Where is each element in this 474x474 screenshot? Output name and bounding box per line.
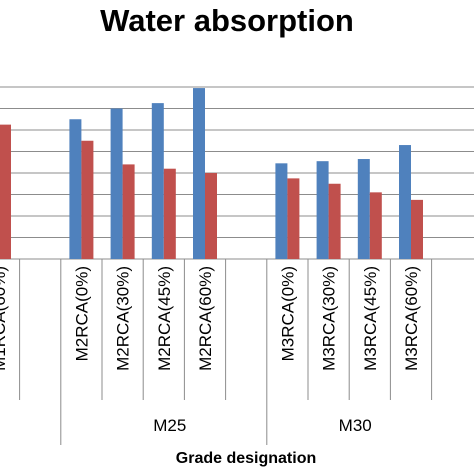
x-tick-label: M2RCA(0%) (72, 266, 91, 361)
bar-series-1-M3RCA(45%) (357, 159, 370, 259)
bar-series-2-M1RCA(60%) (0, 124, 11, 259)
group-label: M25 (153, 416, 186, 435)
bar-series-1-M2RCA(45%) (151, 103, 164, 259)
x-tick-label: M3RCA(0%) (278, 266, 297, 361)
x-tick-labels: M1RCA(60%) M2RCA(0%) M2RCA(30%) M2RCA(45%) M… (0, 266, 421, 371)
group-label: M30 (339, 416, 372, 435)
bar-series-2-M2RCA(30%) (122, 164, 135, 259)
x-tick-label: M2RCA(30%) (114, 266, 133, 371)
bars (0, 88, 423, 259)
bar-series-1-M2RCA(0%) (69, 119, 82, 259)
x-tick-label: M1RCA(60%) (0, 266, 9, 371)
bar-series-1-M3RCA(30%) (316, 161, 329, 259)
bar-series-1-M2RCA(60%) (193, 88, 205, 259)
x-tick-label: M3RCA(30%) (320, 266, 339, 371)
bar-series-1-M3RCA(0%) (275, 163, 288, 259)
x-tick-label: M3RCA(45%) (361, 266, 380, 371)
bar-series-2-M3RCA(60%) (411, 199, 423, 259)
x-tick-label: M3RCA(60%) (402, 266, 421, 371)
x-axis-title: Grade designation (176, 450, 316, 467)
bar-series-2-M3RCA(0%) (287, 178, 300, 259)
x-tick-label: M2RCA(45%) (155, 266, 174, 371)
bar-series-1-M3RCA(60%) (399, 145, 411, 259)
bar-series-2-M2RCA(60%) (205, 173, 217, 259)
bar-series-2-M3RCA(30%) (328, 183, 341, 259)
group-labels: M25 M30 (153, 416, 371, 435)
bar-series-1-M2RCA(30%) (110, 108, 123, 259)
x-tick-label: M2RCA(60%) (196, 266, 215, 371)
bar-series-2-M2RCA(45%) (163, 168, 176, 259)
x-axis (19, 259, 433, 445)
chart-title: Water absorption (100, 3, 354, 38)
bar-series-2-M2RCA(0%) (81, 140, 94, 259)
bar-series-2-M3RCA(45%) (369, 192, 382, 259)
